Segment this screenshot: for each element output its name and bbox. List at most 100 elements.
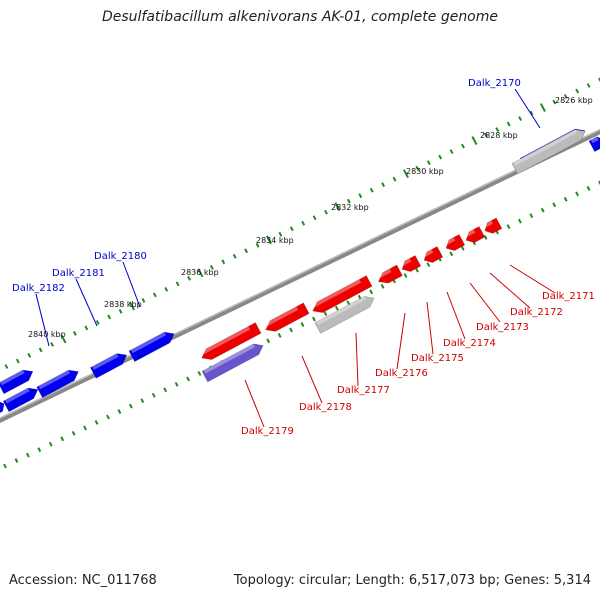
minus-strand-tick — [575, 191, 580, 197]
leader-dalk-2179 — [244, 379, 265, 428]
accession-text: Accession: NC_011768 — [9, 573, 157, 588]
minus-strand-tick — [586, 186, 591, 191]
minus-strand-tick — [266, 338, 271, 344]
label-leaders — [35, 88, 556, 428]
scale-tick — [518, 116, 523, 121]
gene-label-dalk-2174[interactable]: Dalk_2174 — [443, 338, 496, 349]
minus-strand-tick — [552, 202, 557, 208]
leader-dalk-2181 — [75, 278, 98, 327]
gene-dalk-2173 — [444, 234, 466, 251]
minus-strand-tick — [37, 447, 42, 453]
gene-pseudo-2169 — [511, 129, 586, 175]
leader-dalk-2171 — [509, 264, 556, 294]
minus-strand-tick — [151, 392, 156, 398]
scale-tick — [232, 253, 237, 259]
scale-tick — [539, 103, 546, 112]
scale-tick — [50, 342, 54, 347]
minus-strand-tick — [415, 267, 419, 273]
minus-strand-tick — [300, 322, 305, 327]
scale-tick — [483, 132, 488, 138]
gene-edge-plus-2 — [0, 400, 5, 416]
gene-label-dalk-2178[interactable]: Dalk_2178 — [299, 402, 352, 413]
scale-tick — [358, 193, 363, 199]
scale-label: 2832 kbp — [331, 203, 369, 212]
scale-label: 2828 kbp — [480, 131, 518, 140]
scale-tick — [175, 281, 180, 287]
scale-tick — [598, 77, 600, 83]
minus-strand-tick — [197, 371, 202, 376]
scale-tick — [438, 154, 443, 160]
scale-tick — [552, 99, 557, 105]
scale-tick — [60, 334, 67, 344]
scale-tick — [563, 94, 568, 99]
scale-tick — [402, 169, 409, 179]
gene-label-dalk-2176[interactable]: Dalk_2176 — [375, 368, 428, 379]
minus-strand-tick — [60, 436, 65, 442]
gene-label-dalk-2170[interactable]: Dalk_2170 — [468, 78, 521, 89]
gene-dalk-2178 — [264, 302, 310, 332]
leader-dalk-2176 — [396, 312, 406, 370]
minus-strand-tick — [186, 376, 190, 382]
scale-tick — [334, 202, 341, 212]
gene-dalk-2171 — [483, 217, 503, 234]
scale-tick — [495, 127, 500, 132]
minus-strand-tick — [506, 224, 511, 229]
scale-tick — [72, 331, 77, 336]
gene-label-dalk-2180[interactable]: Dalk_2180 — [94, 251, 147, 262]
scale-tick — [506, 121, 511, 127]
gene-label-dalk-2181[interactable]: Dalk_2181 — [52, 268, 105, 279]
minus-strand-tick — [323, 311, 328, 317]
minus-strand-tick — [517, 218, 522, 224]
gene-label-dalk-2182[interactable]: Dalk_2182 — [12, 283, 65, 294]
scale-tick — [301, 220, 306, 226]
scale-tick — [244, 248, 249, 254]
minus-strand-tick — [48, 441, 53, 447]
minus-strand-tick — [25, 452, 30, 458]
scale-tick — [221, 259, 226, 265]
minus-strand-tick — [3, 463, 7, 469]
gene-dalk-2181 — [90, 353, 128, 379]
scale-tick — [265, 235, 272, 245]
scale-label: 2840 kbp — [28, 330, 66, 339]
scale-label: 2838 kbp — [104, 300, 142, 309]
minus-strand-tick — [380, 283, 385, 289]
gene-edge-plus — [588, 136, 600, 152]
minus-strand-tick — [277, 332, 282, 338]
gene-label-dalk-2171[interactable]: Dalk_2171 — [542, 291, 595, 302]
minus-strand-tick — [83, 425, 88, 431]
gene-dalk-2184 — [2, 387, 39, 413]
minus-strand-tick — [94, 420, 99, 425]
leader-dalk-2180 — [122, 261, 141, 308]
gene-dalk-2172 — [464, 226, 486, 243]
gene-label-dalk-2172[interactable]: Dalk_2172 — [510, 307, 563, 318]
scale-label: 2826 kbp — [555, 96, 593, 105]
leader-dalk-2170 — [514, 88, 541, 129]
gene-dalk-2177 — [311, 275, 373, 313]
minus-strand-tick — [174, 381, 179, 387]
scale-tick — [289, 226, 294, 232]
gene-label-dalk-2173[interactable]: Dalk_2173 — [476, 322, 529, 333]
scale-tick — [95, 320, 100, 325]
scale-tick — [449, 149, 454, 155]
minus-strand-tick — [449, 251, 454, 257]
gene-dalk-2175 — [400, 255, 422, 272]
scale-tick — [471, 136, 478, 146]
scale-tick — [415, 165, 420, 171]
scale-tick — [369, 187, 374, 193]
gene-label-dalk-2177[interactable]: Dalk_2177 — [337, 385, 390, 396]
scale-tick — [586, 83, 591, 88]
map-title: Desulfatibacillum alkenivorans AK-01, co… — [101, 9, 499, 25]
minus-strand-tick — [14, 458, 19, 463]
minus-strand-tick — [369, 289, 374, 295]
minus-strand-tick — [483, 235, 488, 240]
gene-label-dalk-2179[interactable]: Dalk_2179 — [241, 426, 294, 437]
leader-dalk-2178 — [301, 355, 323, 404]
leader-dalk-2174 — [446, 291, 466, 340]
scale-tick — [529, 110, 534, 116]
minus-strand-tick — [346, 300, 351, 306]
scale-tick — [164, 286, 169, 292]
scale-tick — [324, 209, 328, 215]
minus-strand-tick — [71, 430, 76, 436]
scale-label: 2830 kbp — [406, 167, 444, 176]
gene-label-dalk-2175[interactable]: Dalk_2175 — [411, 353, 464, 364]
